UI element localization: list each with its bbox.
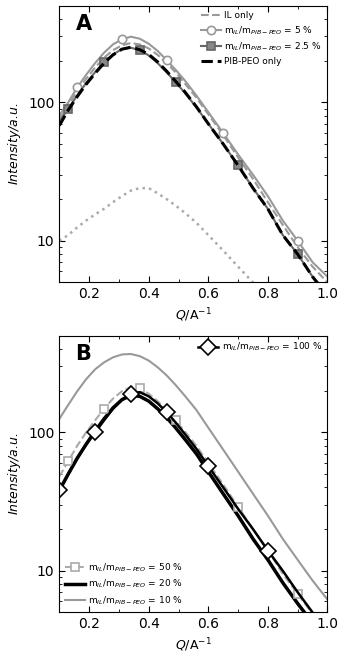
Text: A: A (75, 14, 92, 34)
X-axis label: $Q$/A$^{-1}$: $Q$/A$^{-1}$ (175, 307, 212, 325)
X-axis label: $Q$/A$^{-1}$: $Q$/A$^{-1}$ (175, 637, 212, 655)
Legend: m$_{IL}$/m$_{PIB-PEO}$ = 100 %: m$_{IL}$/m$_{PIB-PEO}$ = 100 % (197, 340, 323, 354)
Legend: IL only, m$_{IL}$/m$_{PIB-PEO}$ = 5 %, m$_{IL}$/m$_{PIB-PEO}$ = 2.5 %, PIB-PEO o: IL only, m$_{IL}$/m$_{PIB-PEO}$ = 5 %, m… (200, 10, 323, 67)
Text: B: B (75, 344, 91, 364)
Y-axis label: $Intensity$/a.u.: $Intensity$/a.u. (6, 433, 23, 515)
Y-axis label: $Intensity$/a.u.: $Intensity$/a.u. (6, 103, 23, 185)
